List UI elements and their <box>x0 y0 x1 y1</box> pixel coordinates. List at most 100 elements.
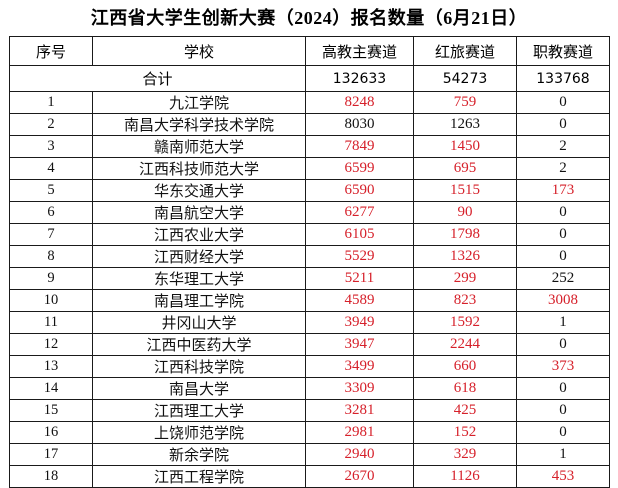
table-row: 7 江西农业大学 6105 1798 0 <box>9 223 610 246</box>
cell-main-track: 3947 <box>305 333 414 356</box>
cell-voc-track: 0 <box>516 421 610 444</box>
table-row: 13 江西科技学院 3499 660 373 <box>9 355 610 378</box>
cell-school-name: 新余学院 <box>92 443 306 466</box>
cell-main-track: 5529 <box>305 245 414 268</box>
cell-red-track: 152 <box>413 421 517 444</box>
cell-red-track: 759 <box>413 91 517 114</box>
column-header-voc: 职教赛道 <box>516 36 610 66</box>
cell-voc-track: 1 <box>516 443 610 466</box>
cell-school-name: 井冈山大学 <box>92 311 306 334</box>
cell-main-track: 3499 <box>305 355 414 378</box>
cell-voc-track: 0 <box>516 245 610 268</box>
cell-voc-track: 0 <box>516 333 610 356</box>
cell-school-name: 东华理工大学 <box>92 267 306 290</box>
cell-main-track: 8248 <box>305 91 414 114</box>
cell-school-name: 南昌理工学院 <box>92 289 306 312</box>
cell-voc-track: 2 <box>516 135 610 158</box>
table-row: 18 江西工程学院 2670 1126 453 <box>9 465 610 488</box>
column-header-main: 高教主赛道 <box>305 36 414 66</box>
cell-voc-track: 3008 <box>516 289 610 312</box>
cell-red-track: 1126 <box>413 465 517 488</box>
cell-red-track: 299 <box>413 267 517 290</box>
cell-voc-track: 0 <box>516 223 610 246</box>
cell-index: 11 <box>9 311 93 334</box>
cell-main-track: 4589 <box>305 289 414 312</box>
cell-red-track: 90 <box>413 201 517 224</box>
cell-main-track: 3949 <box>305 311 414 334</box>
cell-main-track: 2670 <box>305 465 414 488</box>
cell-school-name: 南昌大学 <box>92 377 306 400</box>
total-row: 合计 132633 54273 133768 <box>9 65 610 92</box>
cell-main-track: 2940 <box>305 443 414 466</box>
page-root: 江西省大学生创新大赛（2024）报名数量（6月21日） 序号 学校 高教主赛道 … <box>9 8 610 488</box>
cell-index: 16 <box>9 421 93 444</box>
registration-table: 序号 学校 高教主赛道 红旅赛道 职教赛道 合计 132633 54273 13… <box>9 36 610 488</box>
cell-red-track: 425 <box>413 399 517 422</box>
table-row: 16 上饶师范学院 2981 152 0 <box>9 421 610 444</box>
cell-index: 4 <box>9 157 93 180</box>
cell-main-track: 3309 <box>305 377 414 400</box>
total-label: 合计 <box>9 65 306 92</box>
cell-main-track: 5211 <box>305 267 414 290</box>
cell-voc-track: 0 <box>516 399 610 422</box>
table-header: 序号 学校 高教主赛道 红旅赛道 职教赛道 <box>9 36 610 66</box>
cell-voc-track: 0 <box>516 377 610 400</box>
table-row: 1 九江学院 8248 759 0 <box>9 91 610 114</box>
cell-voc-track: 1 <box>516 311 610 334</box>
cell-red-track: 618 <box>413 377 517 400</box>
cell-voc-track: 0 <box>516 91 610 114</box>
cell-red-track: 1450 <box>413 135 517 158</box>
table-row: 4 江西科技师范大学 6599 695 2 <box>9 157 610 180</box>
cell-voc-track: 173 <box>516 179 610 202</box>
cell-index: 17 <box>9 443 93 466</box>
cell-school-name: 南昌航空大学 <box>92 201 306 224</box>
cell-red-track: 1326 <box>413 245 517 268</box>
cell-school-name: 九江学院 <box>92 91 306 114</box>
cell-index: 18 <box>9 465 93 488</box>
cell-index: 14 <box>9 377 93 400</box>
table-row: 14 南昌大学 3309 618 0 <box>9 377 610 400</box>
column-header-red: 红旅赛道 <box>413 36 517 66</box>
cell-voc-track: 2 <box>516 157 610 180</box>
table-row: 3 赣南师范大学 7849 1450 2 <box>9 135 610 158</box>
cell-school-name: 上饶师范学院 <box>92 421 306 444</box>
cell-index: 6 <box>9 201 93 224</box>
cell-red-track: 1263 <box>413 113 517 136</box>
table-row: 5 华东交通大学 6590 1515 173 <box>9 179 610 202</box>
table-row: 17 新余学院 2940 329 1 <box>9 443 610 466</box>
cell-red-track: 695 <box>413 157 517 180</box>
cell-main-track: 6599 <box>305 157 414 180</box>
table-row: 6 南昌航空大学 6277 90 0 <box>9 201 610 224</box>
table-row: 10 南昌理工学院 4589 823 3008 <box>9 289 610 312</box>
column-header-school: 学校 <box>92 36 306 66</box>
cell-red-track: 1515 <box>413 179 517 202</box>
cell-main-track: 3281 <box>305 399 414 422</box>
cell-index: 13 <box>9 355 93 378</box>
table-row: 12 江西中医药大学 3947 2244 0 <box>9 333 610 356</box>
cell-red-track: 329 <box>413 443 517 466</box>
cell-voc-track: 373 <box>516 355 610 378</box>
cell-main-track: 6105 <box>305 223 414 246</box>
header-row: 序号 学校 高教主赛道 红旅赛道 职教赛道 <box>9 36 610 66</box>
cell-voc-track: 252 <box>516 267 610 290</box>
registration-table-container: 序号 学校 高教主赛道 红旅赛道 职教赛道 合计 132633 54273 13… <box>9 36 610 488</box>
cell-index: 12 <box>9 333 93 356</box>
cell-school-name: 江西工程学院 <box>92 465 306 488</box>
cell-school-name: 江西科技学院 <box>92 355 306 378</box>
cell-voc-track: 0 <box>516 113 610 136</box>
cell-school-name: 江西中医药大学 <box>92 333 306 356</box>
cell-red-track: 660 <box>413 355 517 378</box>
cell-index: 7 <box>9 223 93 246</box>
table-row: 9 东华理工大学 5211 299 252 <box>9 267 610 290</box>
table-row: 15 江西理工大学 3281 425 0 <box>9 399 610 422</box>
cell-index: 9 <box>9 267 93 290</box>
table-row: 2 南昌大学科学技术学院 8030 1263 0 <box>9 113 610 136</box>
cell-school-name: 华东交通大学 <box>92 179 306 202</box>
cell-red-track: 823 <box>413 289 517 312</box>
cell-school-name: 江西理工大学 <box>92 399 306 422</box>
column-header-index: 序号 <box>9 36 93 66</box>
cell-school-name: 江西农业大学 <box>92 223 306 246</box>
cell-school-name: 南昌大学科学技术学院 <box>92 113 306 136</box>
total-red: 54273 <box>413 65 517 92</box>
table-row: 11 井冈山大学 3949 1592 1 <box>9 311 610 334</box>
